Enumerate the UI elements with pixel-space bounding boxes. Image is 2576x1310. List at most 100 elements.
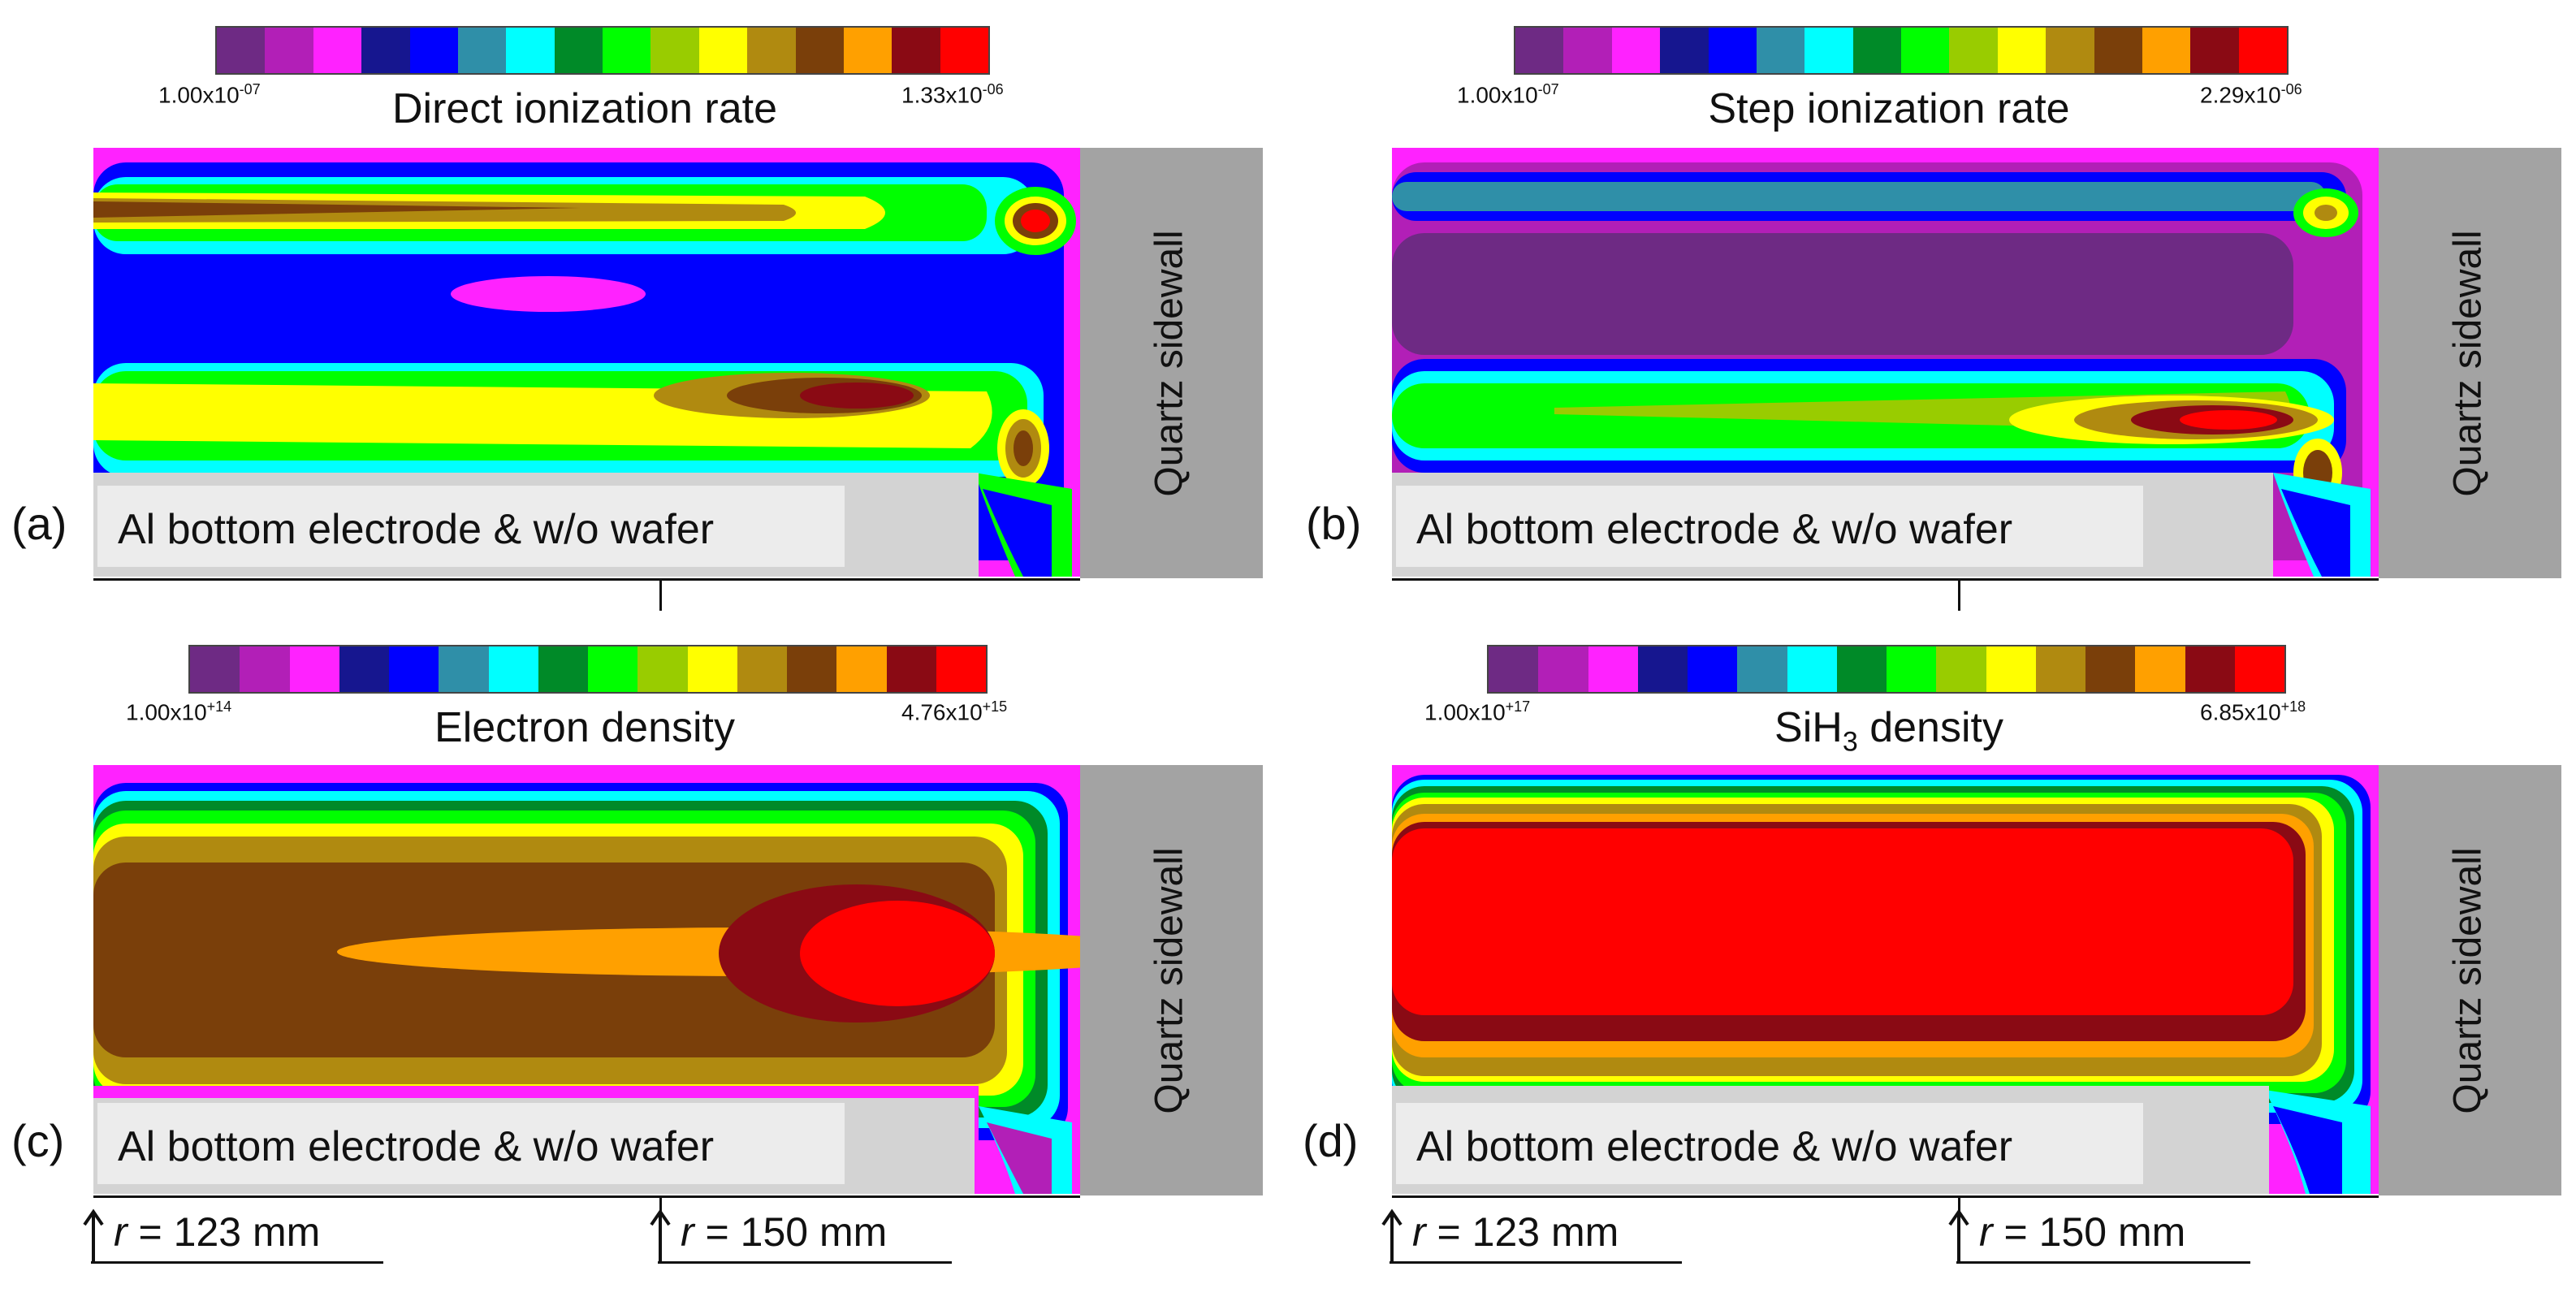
colorbar-segment — [588, 646, 638, 692]
colorbar-segment — [2234, 646, 2284, 692]
colorbar-segment — [1756, 28, 1805, 73]
colorbar-d-max: 6.85x10+18 — [2200, 698, 2306, 725]
arrow-up-icon — [83, 1208, 104, 1264]
colorbar-segment — [2094, 28, 2142, 73]
quartz-sidewall-a — [1080, 148, 1263, 578]
colorbar-segment — [2238, 28, 2287, 73]
colorbar-segment — [1901, 28, 1950, 73]
r-marker-150-left: r = 150 mm — [681, 1209, 888, 1255]
colorbar-segment — [488, 646, 538, 692]
r-marker-underline-2 — [658, 1261, 952, 1264]
quartz-sidewall-d — [2379, 765, 2561, 1195]
colorbar-segment — [650, 28, 699, 73]
colorbar-segment — [1538, 646, 1588, 692]
colorbar-segment — [1660, 28, 1709, 73]
electrode-box-b — [1396, 486, 2143, 567]
electrode-label-c: Al bottom electrode & w/o wafer — [118, 1123, 715, 1170]
sidewall-label-b: Quartz sidewall — [2446, 230, 2490, 497]
baseline-b — [1392, 578, 2379, 581]
colorbar-segment — [389, 646, 439, 692]
colorbar-segment — [190, 646, 240, 692]
colorbar-a-max: 1.33x10-06 — [901, 81, 1004, 108]
colorbar-segment — [538, 646, 588, 692]
colorbar-segment — [457, 28, 507, 73]
colorbar-segment — [1997, 28, 2047, 73]
r-marker-123-right: r = 123 mm — [1412, 1209, 1619, 1255]
baseline-c — [93, 1195, 1080, 1198]
colorbar-segment — [698, 28, 748, 73]
colorbar-segment — [313, 28, 362, 73]
colorbar-segment — [2135, 646, 2185, 692]
panel-b-title: Step ionization rate — [1708, 85, 2070, 132]
r-marker-150-right: r = 150 mm — [1979, 1209, 2186, 1255]
colorbar-segment — [836, 646, 887, 692]
panel-label-a: (a) — [11, 498, 67, 549]
r-marker-underline-1 — [91, 1261, 383, 1264]
colorbar-segment — [940, 28, 988, 73]
colorbar-segment — [409, 28, 458, 73]
electrode-box-d — [1396, 1103, 2143, 1184]
colorbar-segment — [2190, 28, 2239, 73]
electrode-label-d: Al bottom electrode & w/o wafer — [1416, 1123, 2013, 1170]
colorbar-segment — [2185, 646, 2235, 692]
sidewall-label-c: Quartz sidewall — [1148, 847, 1191, 1114]
colorbar-segment — [554, 28, 603, 73]
colorbar-segment — [1787, 646, 1837, 692]
colorbar-d-min: 1.00x10+17 — [1424, 698, 1531, 725]
quartz-sidewall-b — [2379, 148, 2561, 578]
colorbar-segment — [892, 28, 940, 73]
colorbar-segment — [737, 646, 787, 692]
colorbar-segment — [1688, 646, 1738, 692]
colorbar-segment — [886, 646, 936, 692]
colorbar-segment — [339, 646, 389, 692]
colorbar-segment — [687, 646, 737, 692]
colorbar-c-min: 1.00x10+14 — [126, 698, 232, 725]
r-marker-123-left: r = 123 mm — [114, 1209, 321, 1255]
panel-label-d: (d) — [1303, 1115, 1359, 1166]
panel-c-title: Electron density — [434, 704, 735, 751]
colorbar-segment — [240, 646, 290, 692]
colorbar-segment — [1489, 646, 1539, 692]
tick-b — [1958, 578, 1960, 611]
panel-c: 1.00x10+14 4.76x10+15 Electron density A… — [0, 617, 1288, 1264]
colorbar-a — [215, 26, 990, 75]
colorbar-segment — [1515, 28, 1564, 73]
colorbar-segment — [638, 646, 688, 692]
arrow-up-icon — [1948, 1208, 1969, 1264]
colorbar-b — [1514, 26, 2289, 75]
colorbar-segment — [603, 28, 651, 73]
sidewall-label-d: Quartz sidewall — [2446, 847, 2490, 1114]
contour-plot-c — [93, 765, 1080, 1194]
colorbar-segment — [1986, 646, 2036, 692]
colorbar-b-max: 2.29x10-06 — [2200, 81, 2302, 108]
colorbar-c — [188, 645, 988, 694]
colorbar-segment — [265, 28, 313, 73]
panel-b: 1.00x10-07 2.29x10-06 Step ionization ra… — [1288, 0, 2576, 617]
colorbar-segment — [1804, 28, 1853, 73]
colorbar-segment — [843, 28, 893, 73]
tick-a — [659, 578, 662, 611]
colorbar-segment — [1708, 28, 1757, 73]
colorbar-segment — [2035, 646, 2085, 692]
sidewall-label-a: Quartz sidewall — [1148, 230, 1191, 497]
colorbar-segment — [506, 28, 555, 73]
r-marker-underline-3 — [1390, 1261, 1682, 1264]
colorbar-segment — [1836, 646, 1887, 692]
electrode-label-b: Al bottom electrode & w/o wafer — [1416, 506, 2013, 553]
arrow-up-icon — [1381, 1208, 1403, 1264]
colorbar-segment — [787, 646, 837, 692]
arrow-up-icon — [650, 1208, 671, 1264]
r-marker-underline-4 — [1956, 1261, 2250, 1264]
colorbar-segment — [1637, 646, 1688, 692]
colorbar-segment — [936, 646, 986, 692]
colorbar-segment — [1588, 646, 1638, 692]
colorbar-segment — [1611, 28, 1661, 73]
quartz-sidewall-c — [1080, 765, 1263, 1195]
colorbar-segment — [747, 28, 796, 73]
panel-label-b: (b) — [1306, 498, 1362, 549]
colorbar-segment — [1936, 646, 1986, 692]
colorbar-a-min: 1.00x10-07 — [158, 81, 261, 108]
electrode-box-c — [97, 1103, 845, 1184]
colorbar-segment — [1852, 28, 1901, 73]
colorbar-segment — [1737, 646, 1787, 692]
